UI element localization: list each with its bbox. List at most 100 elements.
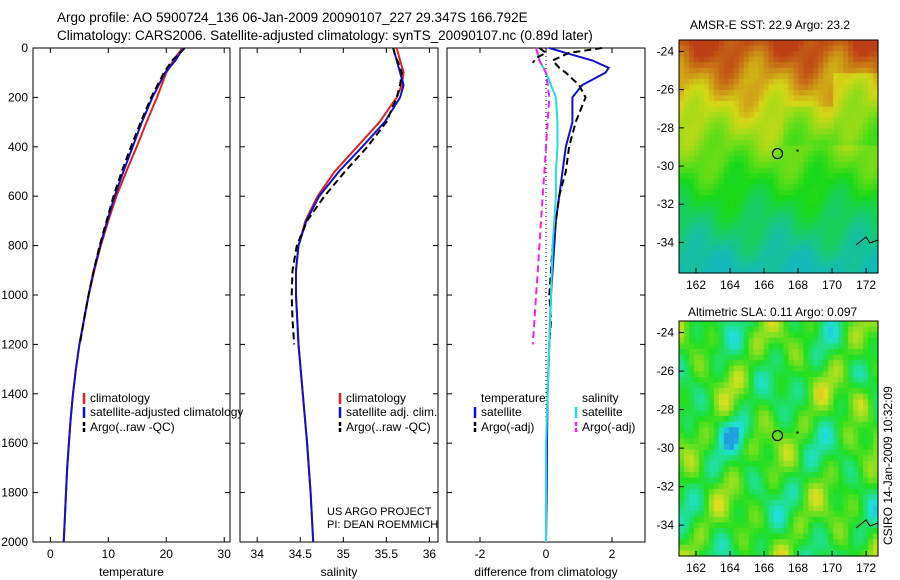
heatmap-cell <box>763 505 770 512</box>
heatmap-cell <box>788 117 795 124</box>
heatmap-cell <box>698 139 705 147</box>
heatmap-cell <box>698 117 705 124</box>
heatmap-cell <box>718 217 725 224</box>
heatmap-cell <box>808 511 814 518</box>
heatmap-cell <box>703 365 710 372</box>
heatmap-cell <box>828 106 834 113</box>
heatmap-cell <box>823 449 829 456</box>
heatmap-cell <box>773 195 780 202</box>
heatmap-cell <box>873 466 879 473</box>
heatmap-cell <box>818 56 824 63</box>
heatmap-cell <box>823 332 829 339</box>
heatmap-cell <box>803 112 809 119</box>
heatmap-cell <box>738 150 745 158</box>
heatmap-cell <box>723 382 730 389</box>
heatmap-cell <box>708 444 715 451</box>
heatmap-cell <box>718 267 725 274</box>
heatmap-cell <box>763 483 770 490</box>
heatmap-cell <box>828 167 834 174</box>
heatmap-cell <box>708 371 715 378</box>
heatmap-cell <box>738 416 745 423</box>
heatmap-cell <box>679 267 685 274</box>
heatmap-cell <box>718 40 725 47</box>
heatmap-cell <box>688 483 695 490</box>
heatmap-cell <box>738 78 745 85</box>
heatmap-cell <box>698 45 705 52</box>
heatmap-cell <box>803 167 809 174</box>
heatmap-cell <box>728 483 735 490</box>
heatmap-cell <box>688 78 695 85</box>
heatmap-cell <box>713 261 720 269</box>
heatmap-cell <box>848 477 854 484</box>
heatmap-cell <box>868 234 874 241</box>
heatmap-cell <box>743 371 750 378</box>
heatmap-cell <box>838 332 844 339</box>
heatmap-cell <box>778 477 785 484</box>
heatmap-cell <box>728 522 735 529</box>
heatmap-cell <box>783 505 790 512</box>
heatmap-cell <box>848 51 854 58</box>
heatmap-cell <box>868 505 874 512</box>
heatmap-cell <box>868 416 874 423</box>
heatmap-cell <box>703 84 710 91</box>
heatmap-cell <box>683 427 690 434</box>
heatmap-cell <box>718 228 725 235</box>
heatmap-cell <box>728 455 735 462</box>
heatmap-cell <box>783 455 790 462</box>
heatmap-cell <box>773 416 780 423</box>
heatmap-cell <box>688 245 695 252</box>
heatmap-cell <box>833 211 839 219</box>
heatmap-cell <box>718 123 725 130</box>
heatmap-cell <box>783 173 790 180</box>
heatmap-cell <box>753 162 760 169</box>
heatmap-cell <box>828 472 834 479</box>
heatmap-cell <box>718 239 725 246</box>
heatmap-cell <box>838 544 844 552</box>
heatmap-cell <box>823 245 829 252</box>
heatmap-cell <box>858 167 864 174</box>
heatmap-cell <box>753 438 760 445</box>
heatmap-cell <box>718 162 725 169</box>
heatmap-cell <box>698 189 705 196</box>
heatmap-cell <box>823 40 829 47</box>
heatmap-cell <box>748 178 755 185</box>
heatmap-cell <box>708 128 715 135</box>
heatmap-cell <box>853 399 859 406</box>
heatmap-cell <box>693 239 700 246</box>
heatmap-cell <box>773 376 780 384</box>
heatmap-cell <box>863 483 869 490</box>
heatmap-cell <box>773 522 780 529</box>
heatmap-cell <box>738 195 745 202</box>
heatmap-cell <box>773 45 780 52</box>
heatmap-cell <box>753 217 760 224</box>
heatmap-cell <box>679 51 685 58</box>
heatmap-cell <box>768 51 775 58</box>
heatmap-cell <box>853 365 859 372</box>
heatmap-cell <box>863 449 869 456</box>
heatmap-cell <box>788 399 795 406</box>
heatmap-cell <box>718 533 725 540</box>
heatmap-cell <box>828 56 834 63</box>
heatmap-cell <box>803 483 809 490</box>
heatmap-cell <box>848 239 854 246</box>
heatmap-cell <box>688 234 695 241</box>
heatmap-cell <box>863 421 869 428</box>
heatmap-cell <box>688 223 695 230</box>
heatmap-cell <box>873 337 879 344</box>
heatmap-cell <box>798 134 804 141</box>
heatmap-cell <box>703 112 710 119</box>
legend-label: satellite <box>582 405 623 419</box>
heatmap-cell <box>738 511 745 518</box>
heatmap-cell <box>713 89 720 97</box>
heatmap-cell <box>818 211 824 219</box>
heatmap-cell <box>823 511 829 518</box>
heatmap-cell <box>858 189 864 196</box>
heatmap-cell <box>748 494 755 501</box>
heatmap-cell <box>778 399 785 406</box>
heatmap-cell <box>728 261 735 269</box>
heatmap-cell <box>873 117 879 124</box>
heatmap-cell <box>748 101 755 108</box>
heatmap-cell <box>838 139 844 147</box>
heatmap-cell <box>738 360 745 367</box>
